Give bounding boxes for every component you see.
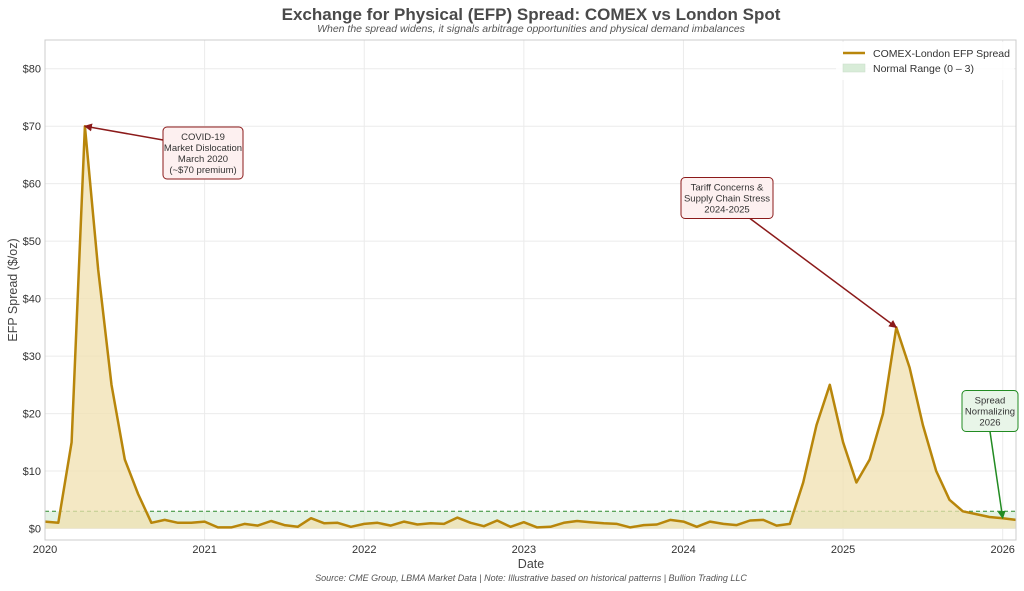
y-tick-label: $30 [23, 351, 41, 363]
annotation-text: COVID-19 [181, 132, 225, 143]
spread-line [44, 124, 1017, 529]
legend-label-normal-range: Normal Range (0 – 3) [873, 63, 974, 75]
y-axis-ticks: $0 $10 $20 $30 $40 $50 $60 $70 $80 [23, 64, 41, 536]
annotation-text: 2024-2025 [704, 205, 749, 216]
legend-swatch-normal-range [842, 63, 866, 73]
x-tick-label: 2026 [990, 544, 1014, 556]
annotation-arrow [749, 217, 898, 328]
source-note: Source: CME Group, LBMA Market Data | No… [315, 573, 747, 583]
x-tick-label: 2024 [671, 544, 695, 556]
y-tick-label: $50 [23, 236, 41, 248]
y-tick-label: $80 [23, 64, 41, 76]
legend-label-spread: COMEX-London EFP Spread [873, 48, 1010, 60]
annotation-arrow [989, 431, 1006, 520]
series-layer [44, 124, 1017, 529]
plot-frame [44, 39, 1017, 541]
annotation-arrow [83, 123, 164, 141]
spread-area-fill [45, 126, 1016, 529]
x-tick-label: 2025 [831, 544, 855, 556]
y-tick-label: $0 [29, 524, 41, 536]
chart-title: Exchange for Physical (EFP) Spread: COME… [282, 5, 781, 24]
grid [44, 40, 1016, 540]
y-tick-label: $60 [23, 179, 41, 191]
legend: COMEX-London EFP Spread Normal Range (0 … [836, 42, 1014, 80]
y-tick-label: $10 [23, 466, 41, 478]
y-tick-label: $70 [23, 121, 41, 133]
annotation-text: (~$70 premium) [169, 165, 236, 176]
annotation-box [162, 126, 244, 180]
x-tick-label: 2022 [352, 544, 376, 556]
annotation-text: Tariff Concerns & [691, 183, 764, 194]
x-tick-label: 2023 [512, 544, 536, 556]
annotation-text: Supply Chain Stress [684, 194, 770, 205]
y-axis-label: EFP Spread ($/oz) [6, 238, 20, 341]
annotation-text: March 2020 [178, 154, 228, 165]
annotation-box [961, 390, 1019, 432]
annotation-text: Spread [975, 396, 1006, 407]
y-tick-label: $20 [23, 409, 41, 421]
x-axis-ticks: 2020 2021 2022 2023 2024 2025 2026 [33, 544, 1015, 556]
x-axis-label: Date [518, 557, 544, 571]
annotation-text: 2026 [979, 418, 1000, 429]
annotation-text: Market Dislocation [164, 143, 242, 154]
x-tick-label: 2021 [192, 544, 216, 556]
chart-subtitle: When the spread widens, it signals arbit… [317, 23, 746, 35]
x-tick-label: 2020 [33, 544, 57, 556]
annotation-text: Normalizing [965, 407, 1015, 418]
y-tick-label: $40 [23, 294, 41, 306]
annotation-box [680, 177, 774, 219]
legend-box [836, 42, 1014, 80]
